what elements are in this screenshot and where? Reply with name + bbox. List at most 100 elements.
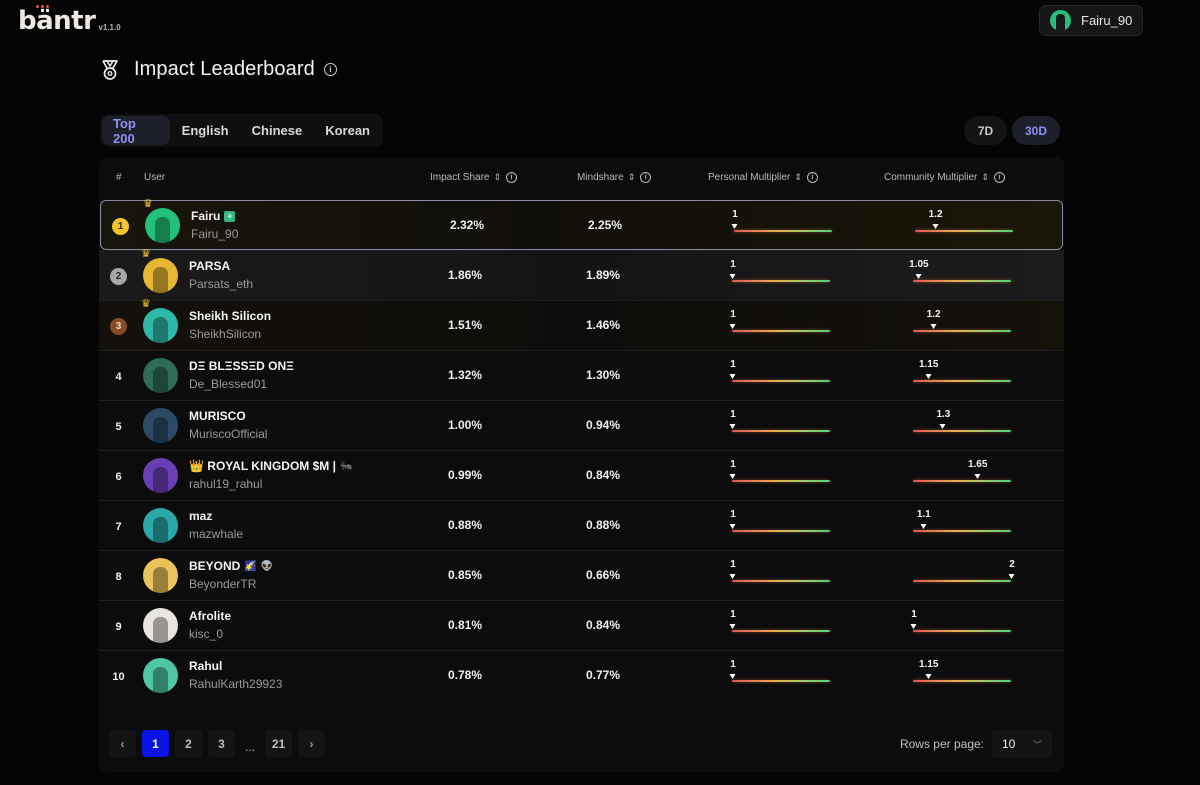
multiplier-marker-icon: [729, 674, 736, 679]
range-30d-button[interactable]: 30D: [1012, 116, 1060, 145]
user-display-name[interactable]: 👑 ROYAL KINGDOM $M | 🐜: [189, 459, 352, 473]
multiplier-track: [732, 330, 830, 332]
sort-icon[interactable]: ⇕: [493, 172, 502, 182]
tab-english[interactable]: English: [181, 123, 229, 138]
avatar[interactable]: [143, 508, 178, 543]
avatar[interactable]: [143, 658, 178, 693]
table-row[interactable]: 9 Afrolite kisc_0 0.81% 0.84% 1 1: [99, 600, 1064, 650]
table-row[interactable]: 7 maz mazwhale 0.88% 0.88% 1 1.1: [99, 500, 1064, 550]
range-7d-button[interactable]: 7D: [964, 116, 1007, 145]
avatar[interactable]: [143, 558, 178, 593]
leaderboard-table: # User Impact Share ⇕ i Mindshare ⇕ i Person…: [99, 157, 1064, 772]
avatar[interactable]: [143, 458, 178, 493]
table-row[interactable]: 2 ♛ PARSA Parsats_eth 1.86% 1.89% 1 1.05: [99, 249, 1064, 300]
sort-icon[interactable]: ⇕: [981, 172, 989, 182]
user-display-name[interactable]: maz: [189, 509, 212, 523]
impact-share-value: 1.00%: [447, 418, 483, 432]
app-logo[interactable]: bäntr v1.1.0: [18, 5, 121, 36]
avatar[interactable]: [143, 258, 178, 293]
community-multiplier-value: 1.15: [918, 659, 939, 670]
table-row[interactable]: 6 👑 ROYAL KINGDOM $M | 🐜 rahul19_rahul 0.99%…: [99, 450, 1064, 500]
table-row[interactable]: 4 DΞ BLΞSSΞD ONΞ De_Blessed01 1.32% 1.30% 1 1.…: [99, 350, 1064, 400]
column-mindshare[interactable]: Mindshare ⇕ i: [577, 172, 652, 183]
personal-multiplier-bar: 1: [729, 409, 830, 439]
column-community-multiplier[interactable]: Community Multiplier ⇕ i: [884, 172, 1005, 183]
community-multiplier-bar: 1: [910, 609, 1011, 639]
table-row[interactable]: 8 BEYOND 🌠 👽 BeyonderTR 0.85% 0.66% 1 2: [99, 550, 1064, 600]
user-handle: Parsats_eth: [189, 277, 254, 291]
rank-badge: 6: [115, 470, 122, 483]
info-icon[interactable]: i: [323, 63, 337, 76]
account-button[interactable]: Fairu_90: [1039, 5, 1143, 36]
user-name-text: Afrolite: [189, 609, 231, 623]
rank-badge: 8: [115, 570, 122, 583]
mindshare-value: 2.25%: [587, 218, 623, 232]
user-handle: SheikhSilicon: [189, 327, 262, 341]
next-page-button[interactable]: ›: [298, 730, 325, 757]
multiplier-marker-icon: [729, 424, 736, 429]
user-display-name[interactable]: BEYOND 🌠 👽: [189, 559, 273, 573]
avatar[interactable]: [143, 308, 178, 343]
user-display-name[interactable]: Rahul: [189, 659, 222, 673]
community-multiplier-value: 1.1: [916, 509, 931, 520]
table-row[interactable]: 10 Rahul RahulKarth29923 0.78% 0.77% 1 1.15: [99, 650, 1064, 700]
rank-badge: 3: [110, 318, 127, 335]
prev-page-button[interactable]: ‹: [109, 730, 136, 757]
multiplier-track: [913, 480, 1011, 482]
community-multiplier-bar: 1.65: [913, 459, 1011, 489]
personal-multiplier-bar: 1: [729, 509, 830, 539]
multiplier-track: [913, 280, 1011, 282]
avatar[interactable]: [143, 408, 178, 443]
personal-multiplier-value: 1: [730, 609, 736, 620]
user-name-text: PARSA: [189, 259, 231, 273]
user-display-name[interactable]: Sheikh Silicon: [189, 309, 271, 323]
personal-multiplier-bar: 1: [729, 609, 830, 639]
sort-icon[interactable]: ⇕: [627, 172, 636, 182]
impact-share-value: 1.32%: [447, 368, 483, 382]
user-display-name[interactable]: MURISCO: [189, 409, 246, 423]
multiplier-marker-icon: [932, 224, 939, 229]
user-name-text: Rahul: [189, 659, 223, 673]
info-icon[interactable]: i: [993, 172, 1005, 183]
tab-korean[interactable]: Korean: [325, 123, 370, 138]
table-row[interactable]: 5 MURISCO MuriscoOfficial 1.00% 0.94% 1 1.3: [99, 400, 1064, 450]
chevron-down-icon: ﹀: [1032, 739, 1042, 750]
multiplier-marker-icon: [930, 324, 937, 329]
page-1-button[interactable]: 1: [142, 730, 169, 757]
rows-per-page-select[interactable]: 10 ﹀: [992, 730, 1052, 758]
impact-share-value: 0.88%: [447, 518, 483, 532]
sort-icon[interactable]: ⇕: [794, 172, 802, 182]
page-2-button[interactable]: 2: [175, 730, 202, 757]
column-personal-multiplier[interactable]: Personal Multiplier ⇕ i: [708, 172, 818, 183]
column-impact-share[interactable]: Impact Share ⇕ i: [430, 172, 518, 183]
user-display-name[interactable]: DΞ BLΞSSΞD ONΞ: [189, 359, 294, 373]
multiplier-marker-icon: [729, 374, 736, 379]
avatar[interactable]: [143, 608, 178, 643]
community-multiplier-value: 1.05: [909, 259, 929, 270]
info-icon[interactable]: i: [640, 172, 652, 183]
user-display-name[interactable]: Afrolite: [189, 609, 231, 623]
page-3-button[interactable]: 3: [208, 730, 235, 757]
tab-top-200[interactable]: Top 200: [102, 116, 170, 146]
info-icon[interactable]: i: [506, 172, 518, 183]
multiplier-marker-icon: [731, 224, 738, 229]
avatar[interactable]: [143, 358, 178, 393]
page-21-button[interactable]: 21: [265, 730, 292, 757]
name-badge-icon: 🐜: [339, 460, 353, 472]
multiplier-marker-icon: [920, 524, 927, 529]
name-badge-icon: 👽: [260, 560, 274, 572]
name-badge-icon: 🌠: [244, 560, 257, 572]
user-display-name[interactable]: PARSA: [189, 259, 230, 273]
rank-badge: 5: [115, 420, 122, 433]
personal-multiplier-bar: 1: [729, 459, 830, 489]
column-rank: #: [116, 172, 122, 183]
table-row[interactable]: 1 ♛ Fairu ✳ Fairu_90 2.32% 2.25% 1 1.2: [100, 199, 1063, 250]
personal-multiplier-bar: 1: [729, 559, 830, 589]
info-icon[interactable]: i: [806, 172, 818, 183]
table-row[interactable]: 3 ♛ Sheikh Silicon SheikhSilicon 1.51% 1.46% 1…: [99, 299, 1064, 350]
user-name-text: Fairu: [191, 209, 221, 223]
user-display-name[interactable]: Fairu ✳: [191, 209, 236, 223]
tab-chinese[interactable]: Chinese: [251, 123, 303, 138]
avatar[interactable]: [145, 208, 180, 243]
multiplier-track: [734, 230, 832, 232]
